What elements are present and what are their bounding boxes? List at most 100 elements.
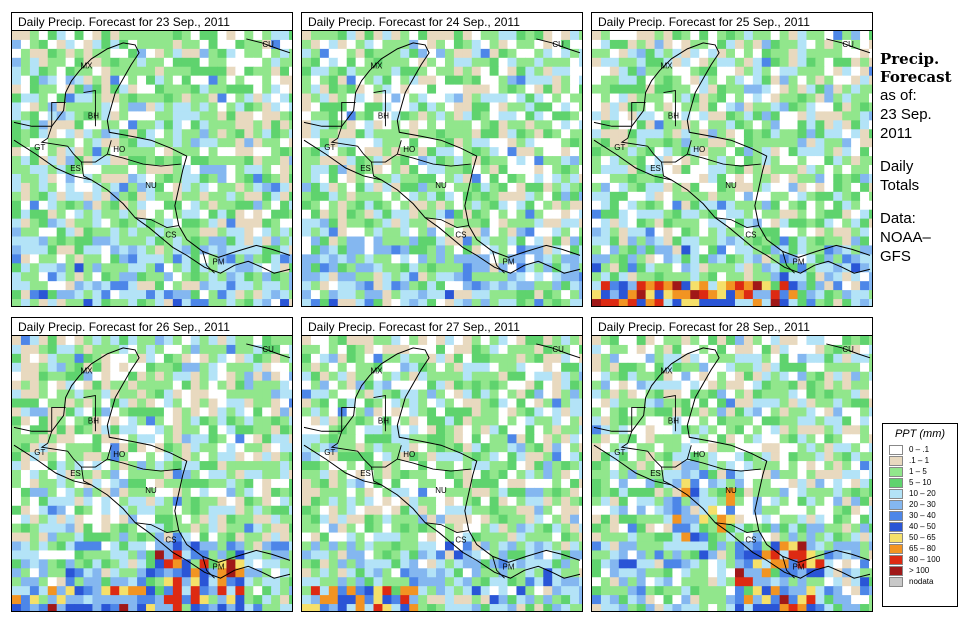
precip-cell xyxy=(337,416,348,426)
coastline-cuba xyxy=(536,38,581,54)
precip-cell xyxy=(770,120,781,130)
precip-cell xyxy=(128,505,138,516)
precip-cell xyxy=(244,523,254,534)
precip-cell xyxy=(480,93,491,103)
precip-cell xyxy=(645,138,656,148)
precip-cell xyxy=(226,245,236,255)
precip-cell xyxy=(319,281,330,291)
precip-cell xyxy=(29,48,40,59)
precip-cell xyxy=(851,236,861,246)
precip-cell xyxy=(579,416,582,426)
precip-cell xyxy=(579,173,582,184)
precip-cell xyxy=(289,407,292,417)
precip-cell xyxy=(319,75,330,86)
precip-cell xyxy=(271,478,281,489)
precip-cell xyxy=(310,595,321,605)
precip-cell xyxy=(146,218,156,229)
precip-cell xyxy=(163,353,174,364)
precip-cell xyxy=(172,407,183,417)
precip-cell xyxy=(543,336,553,346)
precip-cell xyxy=(110,568,120,578)
precip-cell xyxy=(262,93,272,103)
precip-cell xyxy=(543,353,553,364)
precip-cell xyxy=(600,93,611,103)
precip-cell xyxy=(119,165,129,175)
precip-cell xyxy=(726,138,736,148)
precip-cell xyxy=(579,336,582,346)
precip-cell xyxy=(516,586,526,596)
precip-cell xyxy=(83,31,93,41)
precip-cell xyxy=(310,550,321,560)
precip-cell xyxy=(480,39,491,50)
precip-cell xyxy=(409,272,419,282)
precip-cell xyxy=(534,254,544,264)
precip-cell xyxy=(199,523,210,534)
precip-cell xyxy=(552,200,562,211)
precip-cell xyxy=(65,102,76,112)
precip-cell xyxy=(592,209,602,220)
precip-cell xyxy=(271,416,281,426)
precip-cell xyxy=(244,48,254,59)
precip-cell xyxy=(163,514,174,525)
precip-cell xyxy=(391,254,401,264)
precip-cell xyxy=(337,254,348,264)
precip-cell xyxy=(743,39,754,50)
precip-cell xyxy=(217,380,227,391)
precip-cell xyxy=(12,93,22,103)
precip-cell xyxy=(645,227,656,238)
precip-cell xyxy=(92,577,102,587)
precip-cell xyxy=(498,102,509,112)
precip-cell xyxy=(645,182,656,193)
precip-cell xyxy=(382,75,392,86)
precip-cell xyxy=(12,39,22,50)
precip-cell xyxy=(444,272,455,282)
precip-cell xyxy=(92,478,102,489)
precip-cell xyxy=(226,31,236,41)
precip-cell xyxy=(752,102,763,112)
precip-cell xyxy=(734,48,745,59)
precip-cell xyxy=(743,48,754,59)
precip-cell xyxy=(289,532,292,543)
precip-cell xyxy=(552,425,562,435)
precip-cell xyxy=(734,120,745,130)
precip-cell xyxy=(418,568,428,578)
precip-cell xyxy=(726,272,736,282)
precip-cell xyxy=(833,84,843,95)
precip-cell xyxy=(552,443,562,453)
place-label-mx: MX xyxy=(81,367,94,376)
precip-cell xyxy=(355,245,366,255)
precip-cell xyxy=(47,93,58,103)
precip-cell xyxy=(217,200,227,211)
precip-cell xyxy=(280,31,290,41)
precip-cell xyxy=(444,353,455,364)
precip-cell xyxy=(373,129,383,139)
precip-cell xyxy=(208,290,219,300)
precip-cell xyxy=(355,336,366,346)
precip-cell xyxy=(280,389,290,400)
precip-cell xyxy=(262,461,272,471)
precip-cell xyxy=(480,541,491,551)
precip-cell xyxy=(154,443,165,453)
precip-cell xyxy=(172,398,183,408)
precip-cell xyxy=(217,263,227,273)
precip-cell xyxy=(534,191,544,202)
precip-cell xyxy=(636,93,647,103)
precip-cell xyxy=(208,209,219,220)
precip-cell xyxy=(208,138,219,148)
precip-cell xyxy=(654,57,664,68)
precip-cell xyxy=(262,523,272,534)
precip-cell xyxy=(262,236,272,246)
precip-cell xyxy=(851,39,861,50)
precip-cell xyxy=(860,147,870,157)
precip-cell xyxy=(262,559,272,569)
precip-cell xyxy=(570,505,580,516)
precip-cell xyxy=(743,66,754,77)
precip-cell xyxy=(806,299,816,306)
precip-cell xyxy=(253,389,263,400)
precip-cell xyxy=(444,236,455,246)
precip-cell xyxy=(163,336,174,346)
precip-cell xyxy=(346,93,357,103)
precip-cell xyxy=(391,75,401,86)
precip-cell xyxy=(128,541,138,551)
precip-cell xyxy=(552,496,562,507)
